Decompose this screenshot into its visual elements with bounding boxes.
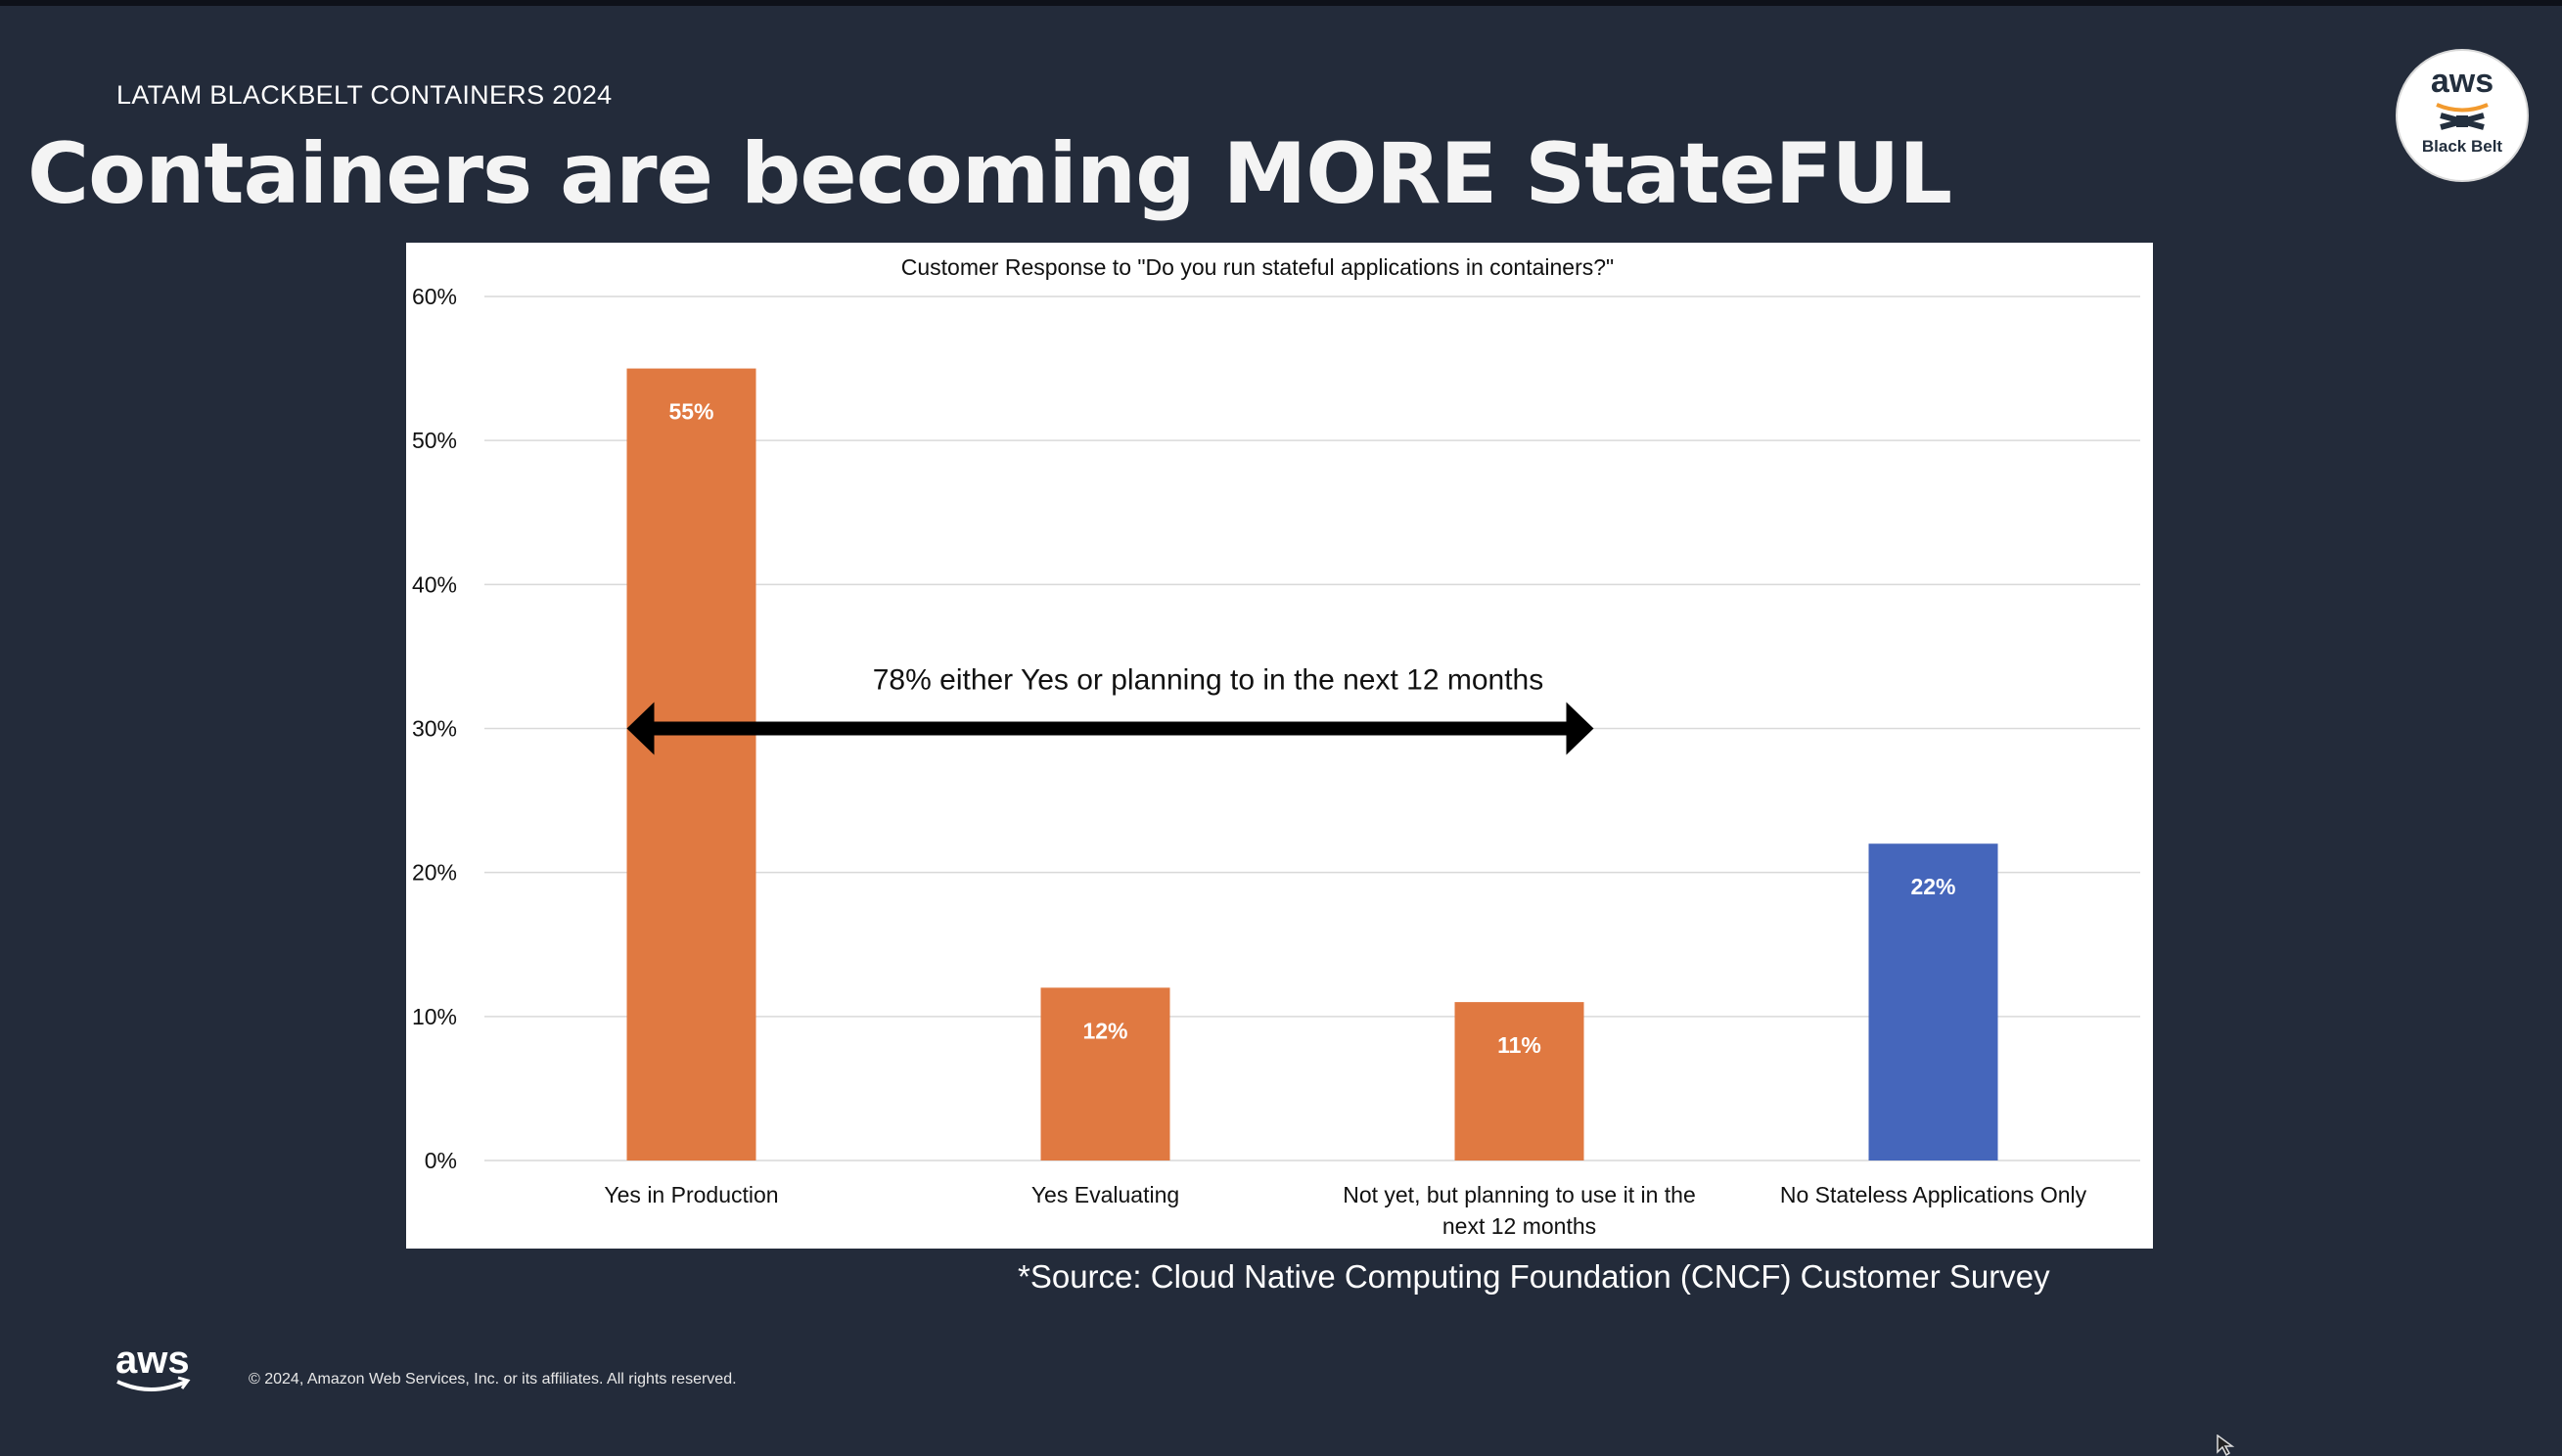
badge-aws-text: aws — [2430, 63, 2494, 100]
top-edge-strip — [0, 0, 2562, 6]
aws-smile-icon — [116, 1376, 191, 1391]
x-tick-label: Yes Evaluating — [1031, 1182, 1179, 1207]
chart-bars: 55% 12% 11% 22% — [626, 368, 1998, 1160]
y-tick-label: 10% — [412, 1004, 457, 1029]
y-axis-ticks: 0% 10% 20% 30% 40% 50% 60% — [412, 284, 457, 1173]
bar-data-label: 11% — [1497, 1032, 1541, 1058]
bar — [1040, 987, 1170, 1160]
bar-data-label: 12% — [1082, 1018, 1127, 1043]
y-tick-label: 40% — [412, 571, 457, 597]
badge-label: Black Belt — [2421, 137, 2503, 156]
source-note: *Source: Cloud Native Computing Foundati… — [1018, 1258, 2050, 1295]
chart-panel: Customer Response to "Do you run statefu… — [406, 243, 2153, 1249]
annotation-text: 78% either Yes or planning to in the nex… — [873, 664, 1543, 697]
y-tick-label: 20% — [412, 860, 457, 886]
annotation-arrow-shaft — [646, 721, 1575, 736]
aws-footer-logo: aws — [112, 1339, 200, 1403]
slide-title: Containers are becoming MORE StateFUL — [27, 125, 1952, 223]
x-tick-label: next 12 months — [1442, 1213, 1596, 1239]
aws-black-belt-badge: aws Black Belt — [2396, 49, 2529, 182]
copyright-text: © 2024, Amazon Web Services, Inc. or its… — [249, 1371, 737, 1388]
slide-eyebrow: LATAM BLACKBELT CONTAINERS 2024 — [116, 80, 613, 110]
bar — [1454, 1002, 1584, 1160]
footer-logo-text: aws — [115, 1339, 190, 1382]
bar-chart: Customer Response to "Do you run statefu… — [412, 254, 2140, 1239]
y-tick-label: 30% — [412, 716, 457, 742]
chart-annotation: 78% either Yes or planning to in the nex… — [626, 664, 1594, 755]
black-belt-icon — [2436, 103, 2489, 130]
chart-title: Customer Response to "Do you run statefu… — [901, 254, 1614, 280]
bar-data-label: 55% — [668, 399, 713, 425]
x-tick-label: Not yet, but planning to use it in the — [1343, 1182, 1696, 1207]
y-tick-label: 50% — [412, 428, 457, 453]
x-tick-label: No Stateless Applications Only — [1780, 1182, 2087, 1207]
x-tick-label: Yes in Production — [604, 1182, 778, 1207]
bar — [626, 368, 756, 1160]
annotation-arrow-right-head — [1566, 702, 1594, 755]
y-tick-label: 0% — [425, 1148, 457, 1173]
x-axis-labels: Yes in Production Yes Evaluating Not yet, … — [604, 1182, 2086, 1239]
bar — [1868, 843, 1998, 1160]
annotation-arrow-left-head — [626, 702, 655, 755]
y-tick-label: 60% — [412, 284, 457, 309]
mouse-cursor-icon — [2217, 1434, 2235, 1456]
bar-data-label: 22% — [1910, 874, 1955, 899]
